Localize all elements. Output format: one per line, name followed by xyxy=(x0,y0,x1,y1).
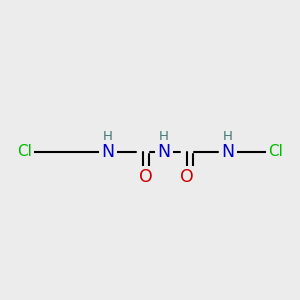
Text: O: O xyxy=(180,168,194,186)
Text: Cl: Cl xyxy=(17,145,32,160)
Text: H: H xyxy=(159,130,169,142)
Text: N: N xyxy=(101,143,115,161)
Text: O: O xyxy=(139,168,153,186)
Text: N: N xyxy=(221,143,235,161)
Text: H: H xyxy=(223,130,233,142)
Text: H: H xyxy=(103,130,113,142)
Text: Cl: Cl xyxy=(268,145,283,160)
Text: N: N xyxy=(158,143,171,161)
